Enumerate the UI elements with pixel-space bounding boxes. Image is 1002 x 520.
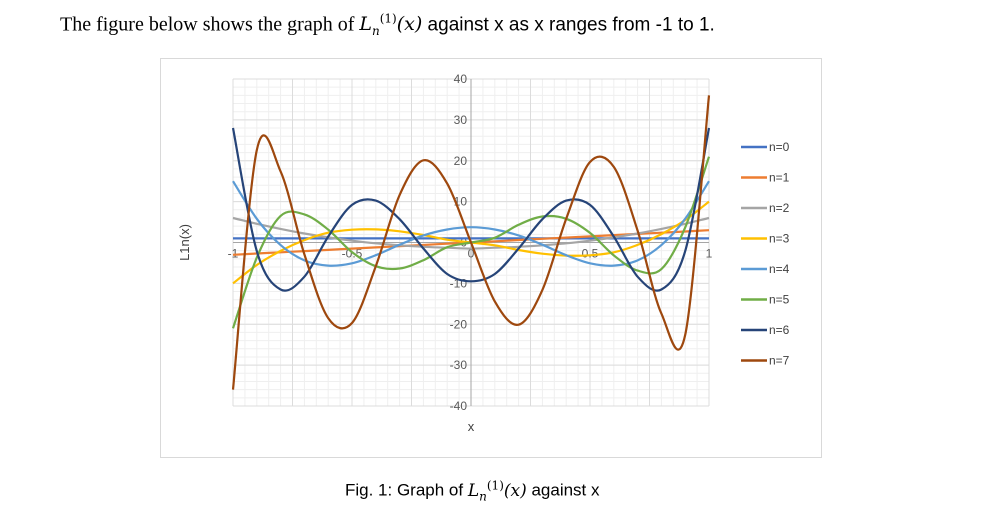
legend-label: n=1: [769, 171, 790, 185]
x-tick-label: 0: [468, 247, 475, 261]
intro-prefix: The figure below shows the graph of: [60, 13, 360, 36]
caption-suffix: against x: [526, 480, 600, 500]
figure-caption: Fig. 1: Graph of Ln(1)(x) against x: [345, 478, 600, 503]
y-tick-label: 30: [454, 113, 468, 127]
series-line-n-7: [231, 95, 711, 390]
caption-arg: (x): [503, 480, 527, 501]
legend-label: n=4: [769, 262, 790, 276]
caption-prefix: Fig. 1: Graph of: [345, 480, 468, 500]
intro-symbol: L: [359, 13, 372, 36]
y-tick-label: -30: [450, 358, 468, 372]
caption-superscript: (1): [486, 478, 504, 492]
series-line-n-2: [232, 216, 710, 250]
legend-label: n=7: [769, 354, 790, 368]
series-line-n-4: [232, 180, 710, 267]
legend-label: n=6: [769, 323, 790, 337]
x-tick-label: 0.5: [582, 247, 599, 261]
intro-subscript: n: [372, 24, 380, 39]
y-tick-label: 40: [454, 72, 468, 86]
legend-label: n=2: [769, 201, 790, 215]
intro-arg: (x): [396, 13, 423, 36]
legend-label: n=3: [769, 232, 790, 246]
intro-math: Ln(1)(x): [359, 12, 423, 39]
x-tick-label: -1: [228, 247, 239, 261]
caption-subscript: n: [479, 489, 487, 504]
x-axis-title: x: [468, 419, 475, 434]
intro-superscript: (1): [379, 12, 397, 26]
intro-text: The figure below shows the graph of Ln(1…: [60, 12, 715, 38]
caption-symbol: L: [467, 480, 480, 501]
legend-label: n=5: [769, 293, 790, 307]
y-tick-label: -20: [450, 317, 468, 331]
y-axis-title: L1n(x): [177, 224, 192, 261]
intro-suffix: against x as x ranges from -1 to 1.: [422, 14, 715, 36]
x-tick-label: 1: [706, 247, 713, 261]
chart-container: 40 30 20 10 0 -10 -20 -30 -40 -1 -0.5 0 0.5 1 x L1n(x) n…: [160, 58, 822, 458]
series-line-n-6: [231, 127, 711, 292]
y-tick-label: 20: [454, 154, 468, 168]
legend-label: n=0: [769, 140, 790, 154]
caption-math: Ln(1)(x): [467, 478, 527, 504]
y-tick-label: -40: [450, 399, 468, 413]
